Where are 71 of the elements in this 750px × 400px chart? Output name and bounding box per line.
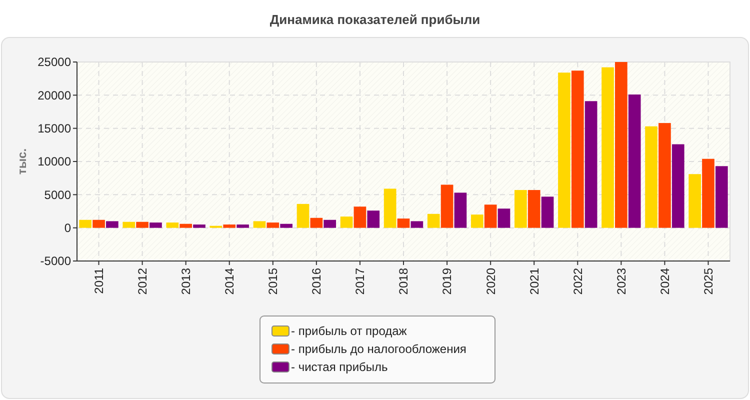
x-tick-label: 2012 (136, 268, 150, 295)
y-tick-label: 10000 (38, 154, 72, 169)
bar (528, 190, 540, 228)
bar (470, 214, 484, 228)
bar (397, 218, 410, 228)
bar (514, 190, 527, 228)
legend-label: - прибыль до налогообложения (291, 342, 466, 356)
x-tick-label: 2015 (266, 268, 280, 295)
bar (150, 222, 162, 228)
bar (688, 174, 701, 228)
x-tick-label: 2011 (92, 268, 106, 294)
x-tick-label: 2016 (310, 268, 324, 295)
bar (628, 94, 641, 228)
bar (106, 221, 118, 228)
x-tick-label: 2022 (570, 268, 585, 295)
bar (384, 188, 396, 228)
bar (658, 123, 671, 228)
bar (340, 216, 353, 228)
x-tick-label: 2020 (484, 268, 498, 295)
y-tick-label: 20000 (38, 88, 72, 102)
bar (558, 72, 570, 228)
bar (136, 222, 148, 228)
x-tick-label: 2017 (353, 268, 368, 295)
legend-label: - чистая прибыль (291, 360, 388, 374)
bar (296, 204, 310, 228)
bar (427, 214, 440, 228)
x-tick-label: 2013 (179, 268, 194, 295)
bar (367, 210, 380, 228)
bar (122, 222, 136, 228)
bar (79, 220, 92, 228)
bar (484, 204, 497, 228)
bar (702, 158, 714, 228)
x-tick-label: 2024 (658, 268, 672, 295)
bar (602, 67, 614, 228)
y-tick-label: -5000 (40, 254, 72, 268)
y-tick-label: 15000 (38, 122, 72, 136)
bar (223, 224, 236, 228)
bar (236, 224, 249, 228)
bar (92, 220, 105, 228)
bar (166, 222, 179, 228)
x-tick-label: 2023 (614, 268, 628, 295)
bar (324, 220, 336, 228)
y-tick-label: 0 (64, 221, 72, 236)
bar (280, 224, 292, 228)
bar (266, 222, 280, 228)
bar (645, 126, 658, 228)
bar (571, 70, 584, 228)
y-axis-title: тыс. (15, 148, 30, 175)
x-tick-label: 2014 (222, 268, 237, 295)
bar (440, 184, 454, 228)
bar (310, 218, 323, 228)
bar (454, 192, 467, 228)
bar (715, 166, 728, 228)
y-tick-label: 25000 (38, 55, 72, 70)
bar (541, 196, 554, 228)
bar (614, 62, 628, 228)
bar (253, 221, 266, 228)
bar (498, 208, 510, 228)
bar (410, 221, 424, 228)
bar (584, 101, 598, 228)
bar (672, 144, 684, 228)
bar (180, 224, 192, 228)
x-tick-label: 2025 (701, 268, 716, 295)
legend-label: - прибыль от продаж (291, 324, 407, 338)
chart-title: Динамика показателей прибыли (270, 12, 480, 27)
y-tick-label: 5000 (44, 188, 72, 202)
x-tick-label: 2021 (527, 268, 542, 295)
x-tick-label: 2019 (440, 268, 454, 295)
bar (193, 224, 206, 228)
bar (354, 206, 366, 228)
x-tick-label: 2018 (396, 268, 411, 295)
